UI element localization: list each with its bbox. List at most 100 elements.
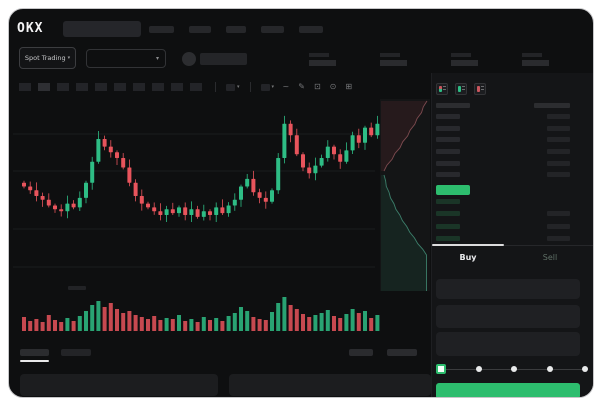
bottom-right-control[interactable] [349, 349, 373, 356]
order-book-asks-icon[interactable] [474, 83, 486, 95]
ticker-stats [309, 53, 549, 66]
chevron-down-icon: ▾ [155, 55, 159, 62]
fullscreen-icon[interactable]: ⊞ [345, 82, 353, 91]
camera-icon[interactable]: ⊡ [313, 82, 321, 91]
bid-price [436, 223, 460, 229]
bid-amount [547, 211, 570, 217]
tab-divider [432, 245, 593, 246]
stat-value [309, 60, 336, 66]
timeframe-button[interactable] [19, 83, 31, 91]
divider [215, 82, 216, 92]
order-book-ask-row[interactable] [436, 114, 592, 119]
okx-logo[interactable]: OKX [17, 21, 44, 36]
stat-last-price [309, 53, 336, 66]
ask-amount [547, 137, 570, 143]
order-book-bid-row[interactable] [436, 235, 592, 241]
amount-percent-slider[interactable] [436, 364, 588, 374]
price-chart[interactable] [13, 97, 433, 343]
order-book-ask-row[interactable] [436, 125, 592, 131]
nav-item[interactable] [261, 26, 284, 33]
order-amount-field[interactable] [436, 305, 580, 328]
stat-value [380, 60, 407, 66]
spot-trading-selector[interactable]: Spot Trading ▾ [19, 47, 76, 69]
app-window: OKX Spot Trading ▾ ▾ ▾ ▾ ~ [8, 8, 594, 398]
stat-label [309, 53, 329, 57]
order-total-field[interactable] [436, 332, 580, 356]
bottom-panel-right [229, 374, 431, 396]
buy-button[interactable] [436, 383, 580, 397]
slider-handle-0pct[interactable] [436, 364, 446, 374]
timeframe-button[interactable] [76, 83, 88, 91]
draw-icon[interactable]: ✎ [298, 82, 305, 91]
tab-buy[interactable]: Buy [459, 253, 477, 262]
nav-item[interactable] [189, 26, 211, 33]
stat-label [380, 53, 400, 57]
timeframe-button[interactable] [95, 83, 107, 91]
amount-column-header [534, 103, 570, 108]
chevron-down-icon: ▾ [67, 55, 71, 61]
order-book-combined-icon[interactable] [436, 83, 448, 95]
order-book-ask-row[interactable] [436, 137, 592, 143]
timeframe-button[interactable] [190, 83, 202, 91]
bottom-tab-active[interactable] [20, 349, 49, 356]
slider-stop-50pct[interactable] [511, 366, 517, 372]
order-book-ask-row[interactable] [436, 149, 592, 155]
trade-panel: Buy Sell [431, 73, 593, 397]
ask-price [436, 125, 460, 131]
ask-amount [547, 149, 570, 155]
indicator-dropdown[interactable]: ▾ [260, 83, 274, 91]
order-book-bids [436, 199, 592, 241]
bottom-right-control[interactable] [387, 349, 417, 356]
stat-value [451, 60, 478, 66]
slider-stop-100pct[interactable] [582, 366, 588, 372]
order-book-bid-row[interactable] [436, 211, 592, 217]
bottom-tabs [20, 349, 430, 365]
ask-amount [547, 172, 570, 178]
timeframe-button[interactable] [57, 83, 69, 91]
order-book-bids-icon[interactable] [455, 83, 467, 95]
order-book-ask-row[interactable] [436, 172, 592, 178]
tab-sell[interactable]: Sell [542, 253, 558, 262]
bottom-tab[interactable] [61, 349, 91, 356]
order-book-header [436, 103, 592, 108]
bid-amount [547, 235, 570, 241]
price-chart-svg [13, 99, 430, 331]
ask-price [436, 172, 460, 178]
bid-price [436, 199, 460, 204]
bid-price [436, 211, 460, 217]
stat-24h-volume [522, 53, 549, 66]
ask-price [436, 114, 460, 119]
indicator-icon [260, 83, 270, 91]
timeframe-button[interactable] [114, 83, 126, 91]
timeframe-button[interactable] [133, 83, 145, 91]
timeframe-button-selected[interactable] [38, 83, 50, 91]
volume-indicator-label [68, 286, 86, 290]
ask-amount [547, 114, 570, 119]
candle-type-icon [226, 83, 235, 91]
order-book-asks [436, 114, 592, 178]
order-price-field[interactable] [436, 279, 580, 299]
order-book-bid-row[interactable] [436, 223, 592, 229]
stat-value [522, 60, 549, 66]
wave-icon[interactable]: ~ [282, 82, 290, 91]
nav-item[interactable] [226, 26, 246, 33]
order-book-ask-row[interactable] [436, 160, 592, 166]
candle-type-dropdown[interactable]: ▾ [226, 83, 240, 91]
pair-dropdown[interactable]: ▾ [86, 49, 166, 68]
timeframe-button[interactable] [171, 83, 183, 91]
divider [249, 82, 251, 92]
slider-stop-75pct[interactable] [546, 366, 553, 372]
stat-24h-high [451, 53, 478, 66]
stat-label [522, 53, 542, 57]
nav-item[interactable] [299, 26, 323, 33]
slider-stop-25pct[interactable] [475, 366, 482, 372]
search-input[interactable] [63, 21, 141, 37]
active-tab-underline [20, 360, 49, 362]
stat-24h-change [380, 53, 407, 66]
price-column-header [436, 103, 470, 108]
order-book-bid-row[interactable] [436, 199, 592, 204]
timeframe-button[interactable] [152, 83, 164, 91]
settings-icon[interactable]: ⊙ [329, 82, 337, 91]
ask-amount [547, 125, 570, 131]
nav-item[interactable] [149, 26, 174, 33]
